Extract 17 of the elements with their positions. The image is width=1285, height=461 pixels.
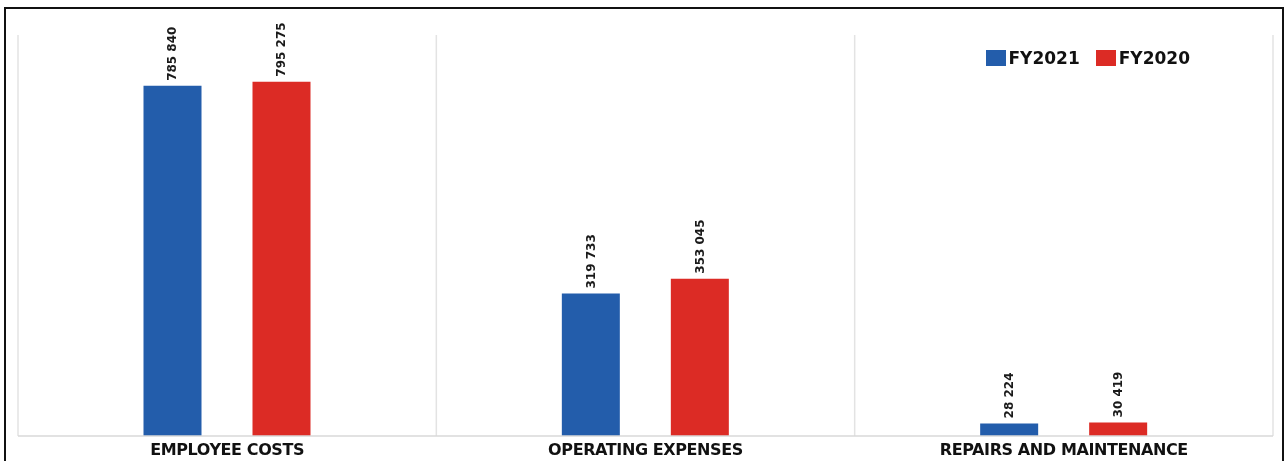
data-label: 319 733 bbox=[583, 234, 598, 289]
bar bbox=[561, 293, 620, 436]
legend-label: FY2021 bbox=[1008, 48, 1080, 68]
bar bbox=[670, 278, 729, 436]
x-tick-label: EMPLOYEE COSTS bbox=[150, 440, 305, 459]
data-label: 30 419 bbox=[1111, 371, 1126, 418]
legend-label: FY2020 bbox=[1118, 48, 1190, 68]
data-label: 353 045 bbox=[692, 219, 707, 274]
bar bbox=[980, 423, 1039, 436]
bar bbox=[252, 81, 311, 436]
data-label: 785 840 bbox=[165, 26, 180, 81]
data-label: 795 275 bbox=[274, 22, 289, 77]
x-tick-label: REPAIRS AND MAINTENANCE bbox=[939, 440, 1188, 459]
data-label: 28 224 bbox=[1002, 372, 1017, 419]
x-tick-label: OPERATING EXPENSES bbox=[548, 440, 743, 459]
bar bbox=[1089, 422, 1148, 436]
bar bbox=[143, 85, 202, 436]
